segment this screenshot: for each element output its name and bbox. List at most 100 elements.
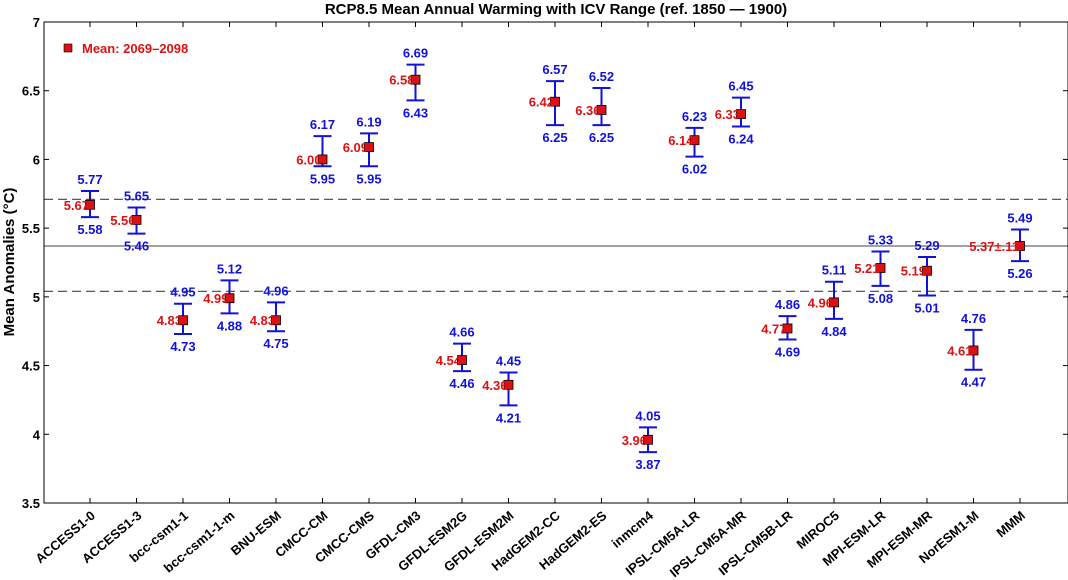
legend: Mean: 2069–2098 — [63, 41, 188, 56]
mean-value-label: 5.67 — [64, 198, 89, 213]
upper-value-label: 6.23 — [682, 109, 707, 124]
upper-value-label: 4.66 — [449, 325, 474, 340]
y-tick-label: 4.5 — [22, 359, 40, 374]
y-tick-label: 5 — [33, 290, 40, 305]
mean-value-label: 6.00 — [296, 152, 321, 167]
mean-value-label: 6.42 — [529, 95, 554, 110]
y-tick-label: 5.5 — [22, 221, 40, 236]
mean-marker — [643, 434, 653, 445]
y-tick-label: 6.5 — [22, 84, 40, 99]
mean-value-label: 5.19 — [901, 264, 926, 279]
mean-marker — [736, 109, 746, 119]
upper-value-label: 6.52 — [589, 69, 614, 84]
mean-value-label: 4.54 — [436, 353, 462, 368]
mean-marker — [317, 154, 328, 165]
y-tick-label: 4 — [33, 427, 41, 442]
lower-value-label: 5.58 — [77, 222, 102, 237]
upper-value-label: 5.11 — [822, 263, 847, 278]
mean-value-label: 5.21 — [854, 261, 879, 276]
mean-marker — [503, 379, 514, 390]
lower-value-label: 5.26 — [1007, 266, 1032, 281]
upper-value-label: 6.17 — [310, 117, 335, 132]
lower-value-label: 4.73 — [170, 339, 195, 354]
mean-value-label: 4.61 — [947, 343, 972, 358]
lower-value-label: 5.95 — [356, 171, 381, 186]
upper-value-label: 5.12 — [217, 261, 242, 276]
mean-value-label: 6.33 — [715, 107, 740, 122]
lower-value-label: 5.08 — [868, 291, 893, 306]
legend-marker — [63, 43, 73, 53]
mean-value-label: 4.36 — [482, 378, 507, 393]
mean-value-label: 6.58 — [389, 73, 414, 88]
lower-value-label: 3.87 — [635, 457, 660, 472]
mean-marker — [596, 105, 607, 115]
lower-value-label: 4.46 — [449, 376, 474, 391]
upper-value-label: 5.33 — [868, 233, 893, 248]
reference-lines — [44, 198, 1068, 292]
lower-value-label: 6.02 — [682, 162, 707, 177]
chart-title: RCP8.5 Mean Annual Warming with ICV Rang… — [325, 1, 787, 18]
mean-value-label: 6.36 — [575, 103, 600, 118]
mean-marker — [271, 315, 281, 326]
mean-marker — [410, 74, 421, 85]
mean-marker — [364, 142, 374, 152]
upper-value-label: 5.65 — [124, 189, 149, 204]
mean-value-label: 4.83 — [157, 313, 182, 328]
y-tick-label: 7 — [33, 15, 40, 30]
mean-value-label: 5.56 — [110, 213, 135, 228]
mean-value-label: 4.83 — [250, 313, 275, 328]
upper-value-label: 6.19 — [356, 114, 381, 129]
upper-value-label: 4.76 — [961, 311, 986, 326]
mean-value-label: 4.77 — [761, 321, 786, 336]
legend-label: Mean: 2069–2098 — [82, 41, 188, 56]
data-marks: 5.77 5.58 5.67 5.65 5.46 5.56 4.95 4.73 4.83 5.12… — [64, 46, 1033, 473]
mean-marker — [922, 265, 932, 276]
mean-marker — [968, 345, 979, 356]
upper-value-label: 4.45 — [496, 353, 521, 368]
lower-value-label: 4.69 — [775, 344, 800, 359]
upper-value-label: 4.05 — [635, 408, 660, 423]
mean-value-label: 6.09 — [343, 140, 368, 155]
mean-value-label: 5.37±.11 — [969, 239, 1019, 254]
y-axis-label: Mean Anomalies (°C) — [1, 188, 18, 337]
mean-value-label: 3.96 — [622, 433, 647, 448]
y-tick-label: 6 — [33, 152, 40, 167]
lower-value-label: 5.46 — [124, 239, 149, 254]
mean-value-label: 4.96 — [808, 295, 833, 310]
mean-marker — [178, 315, 188, 326]
lower-value-label: 4.88 — [217, 318, 242, 333]
y-tick-label: 3.5 — [22, 496, 40, 511]
lower-value-label: 6.25 — [542, 130, 567, 145]
mean-marker — [689, 135, 700, 146]
upper-value-label: 4.96 — [263, 283, 288, 298]
mean-marker — [131, 214, 142, 225]
y-axis: 3.544.555.566.57 — [22, 15, 1068, 511]
mean-marker — [85, 199, 95, 210]
upper-value-label: 6.69 — [403, 46, 428, 61]
mean-marker — [875, 263, 886, 273]
x-tick-label: MMM — [993, 508, 1028, 540]
upper-value-label: 4.95 — [170, 285, 195, 300]
lower-value-label: 4.75 — [263, 336, 288, 351]
mean-marker — [550, 96, 560, 107]
lower-value-label: 5.95 — [310, 171, 335, 186]
lower-value-label: 6.24 — [728, 131, 754, 146]
lower-value-label: 6.25 — [589, 130, 614, 145]
upper-value-label: 4.86 — [775, 297, 800, 312]
upper-value-label: 6.45 — [728, 79, 753, 94]
lower-value-label: 4.84 — [821, 324, 847, 339]
upper-value-label: 6.57 — [542, 62, 567, 77]
mean-marker — [457, 355, 467, 365]
upper-value-label: 5.77 — [77, 172, 102, 187]
mean-value-label: 4.99 — [203, 291, 228, 306]
upper-value-label: 5.29 — [914, 238, 939, 253]
mean-marker — [224, 293, 235, 304]
mean-marker — [782, 323, 793, 334]
plot-frame — [43, 21, 1068, 504]
upper-value-label: 5.49 — [1007, 211, 1032, 226]
lower-value-label: 5.01 — [914, 300, 939, 315]
lower-value-label: 4.21 — [496, 410, 521, 425]
lower-value-label: 6.43 — [403, 105, 428, 120]
mean-marker — [1015, 241, 1025, 251]
